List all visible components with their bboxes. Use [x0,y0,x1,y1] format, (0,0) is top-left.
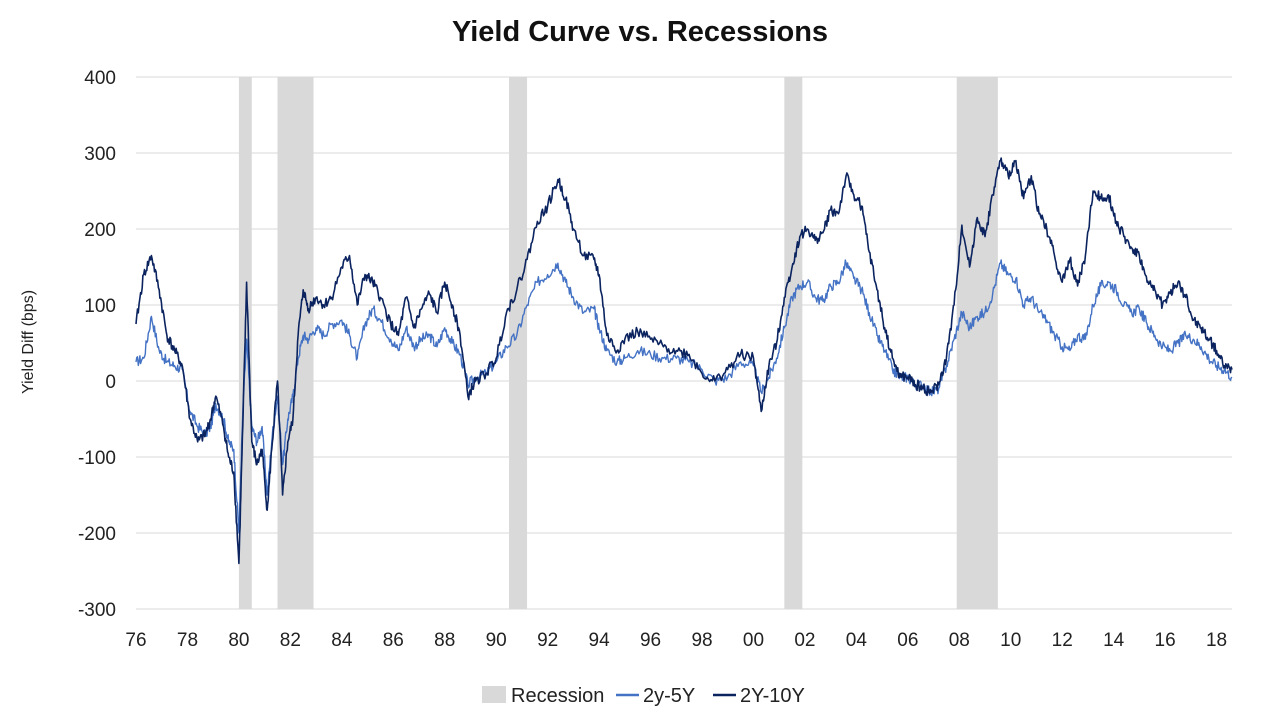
x-tick-label: 18 [1206,630,1227,651]
x-tick-label: 98 [691,630,712,651]
x-tick-label: 82 [280,630,301,651]
x-tick-label: 76 [125,630,146,651]
x-tick-label: 86 [383,630,404,651]
series-line-2y-5y [135,259,1233,534]
legend-label-2y-10y: 2Y-10Y [740,685,805,707]
x-tick-label: 84 [331,630,353,651]
legend-label-2y-5y: 2y-5Y [643,685,695,707]
x-tick-label: 10 [1000,630,1021,651]
x-tick-label: 06 [897,630,918,651]
x-tick-label: 80 [228,630,249,651]
series-lines [135,157,1233,565]
chart-title: Yield Curve vs. Recessions [452,16,828,48]
grid-lines [136,76,1232,610]
y-tick-label: -300 [78,600,116,621]
y-tick-label: 100 [84,296,116,317]
series-line-2y-10y [135,157,1233,565]
x-tick-label: 14 [1103,630,1125,651]
y-tick-label: 300 [84,144,116,165]
x-tick-labels: 76 78 80 82 84 86 88 90 92 94 96 98 00 02 04 06 08 10 12 14… [125,630,1227,651]
y-tick-label: 400 [84,68,116,89]
x-tick-label: 12 [1052,630,1073,651]
x-tick-label: 16 [1155,630,1176,651]
x-tick-label: 88 [434,630,455,651]
legend: Recession 2y-5Y 2Y-10Y [482,685,805,707]
y-tick-label: -200 [78,524,116,545]
recession-band [956,77,998,609]
x-tick-label: 90 [486,630,507,651]
recession-bands [238,77,998,609]
legend-swatch-recession [482,686,506,703]
x-tick-label: 08 [949,630,970,651]
x-tick-label: 00 [743,630,764,651]
x-tick-label: 04 [846,630,868,651]
y-tick-label: 200 [84,220,116,241]
y-tick-label: 0 [105,372,116,393]
recession-band [784,77,803,609]
y-axis-label: Yield Diff (bps) [20,290,37,394]
x-tick-label: 94 [589,630,611,651]
y-tick-label: -100 [78,448,116,469]
y-tick-labels: 400 300 200 100 0 -100 -200 -300 [78,68,116,621]
x-tick-label: 96 [640,630,661,651]
recession-band [509,77,528,609]
legend-label-recession: Recession [511,685,604,707]
x-tick-label: 92 [537,630,558,651]
x-tick-label: 02 [794,630,815,651]
x-tick-label: 78 [177,630,198,651]
